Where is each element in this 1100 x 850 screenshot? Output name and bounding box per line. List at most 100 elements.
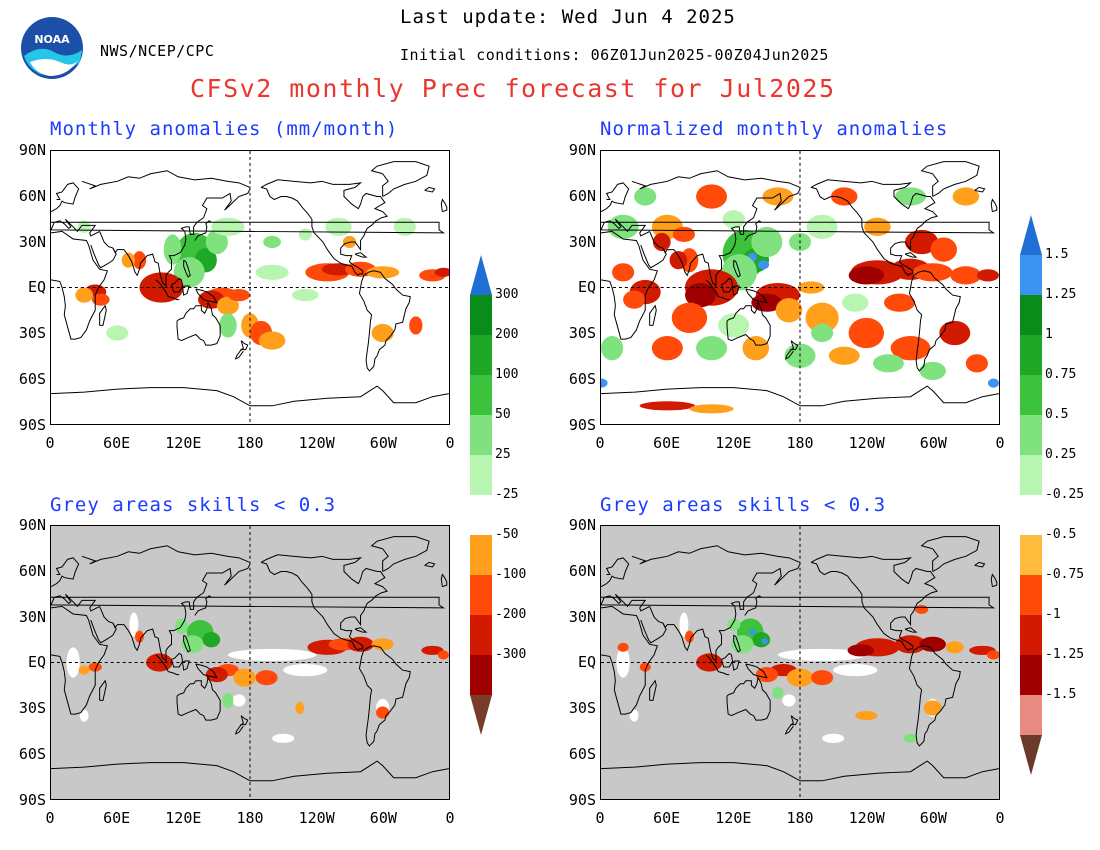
lon-label: 180	[786, 809, 814, 827]
precip-anomaly-area	[772, 686, 784, 699]
colorbar-label: -0.25	[1045, 487, 1085, 502]
precip-anomaly-area	[828, 346, 860, 365]
lon-label: 60E	[103, 434, 131, 452]
precip-anomaly-area	[409, 316, 423, 335]
skillful-area	[782, 694, 796, 707]
coastline	[908, 645, 961, 747]
precip-anomaly-area	[689, 404, 734, 414]
coastline	[732, 285, 740, 296]
colorbar-label: -1	[1045, 607, 1061, 622]
coastline	[601, 760, 999, 782]
precip-anomaly-area	[811, 323, 834, 343]
precip-anomaly-area	[163, 234, 182, 265]
coastline	[99, 188, 251, 288]
colorbar-swatch	[1020, 455, 1042, 495]
lat-label: 60N	[568, 186, 596, 205]
lat-label: 60S	[568, 370, 596, 388]
lon-label: 60W	[919, 809, 947, 827]
lon-label: 120W	[848, 434, 885, 452]
coastline	[705, 279, 730, 301]
lat-label: 90S	[568, 790, 596, 809]
coastline	[194, 595, 212, 616]
coastline	[726, 301, 771, 346]
coastline	[640, 244, 667, 269]
precip-anomaly-area	[91, 293, 110, 306]
coastline	[354, 252, 368, 258]
coastline	[370, 161, 430, 197]
lat-label: 30N	[568, 607, 596, 626]
colorbar-swatch	[1020, 575, 1042, 615]
lon-label: 120W	[848, 809, 885, 827]
map-normalized	[600, 150, 1000, 425]
agency-label: NWS/NCEP/CPC	[100, 42, 215, 60]
lat-label: 90N	[568, 141, 596, 159]
colorbar-label: -0.5	[1045, 527, 1077, 542]
coastline	[904, 627, 918, 633]
colorbar-label: -1.5	[1045, 687, 1077, 702]
precip-anomaly-area	[78, 665, 90, 675]
coastline	[784, 724, 794, 735]
coastline	[601, 218, 996, 237]
lat-label: 90N	[18, 141, 46, 159]
coastline	[239, 340, 249, 351]
coastline	[51, 605, 109, 715]
coastline	[182, 660, 190, 671]
colorbar-swatch	[1020, 535, 1042, 575]
coastline	[155, 279, 180, 301]
precip-anomaly-area	[872, 354, 904, 373]
map-canvas	[601, 526, 999, 799]
precip-anomaly-area	[864, 217, 891, 236]
precip-anomaly-area	[855, 711, 878, 721]
colorbar-arrow-top	[470, 255, 492, 295]
precip-anomaly-area	[912, 263, 953, 282]
coastline	[601, 230, 659, 340]
coastline	[51, 182, 80, 213]
skillful-area	[822, 733, 845, 743]
lon-label: 0	[995, 809, 1005, 827]
coastline	[784, 349, 794, 360]
lat-label: 60N	[18, 561, 46, 580]
coastline	[810, 179, 939, 277]
coastline	[705, 654, 730, 676]
colorbar-label: 100	[495, 367, 519, 382]
precip-anomaly-area	[986, 650, 999, 660]
coastline	[183, 259, 191, 278]
precip-anomaly-area	[757, 260, 770, 270]
lon-label: 120E	[715, 434, 752, 452]
page-title: CFSv2 monthly Prec forecast for Jul2025	[190, 74, 836, 103]
skillful-area	[232, 694, 246, 707]
coastline	[649, 563, 801, 663]
coastline	[789, 340, 799, 351]
coastline	[99, 563, 251, 663]
colorbar-arrow-bottom	[470, 695, 492, 735]
precip-anomaly-area	[672, 226, 695, 242]
precip-anomaly-area	[366, 266, 400, 279]
lat-label: 30N	[568, 232, 596, 251]
coastline	[601, 182, 630, 213]
precip-anomaly-area	[639, 401, 695, 411]
precip-anomaly-area	[601, 378, 608, 388]
colorbar-swatch	[1020, 335, 1042, 375]
precip-anomaly-area	[752, 632, 771, 648]
colorbar-swatches	[470, 255, 492, 735]
precip-anomaly-area	[227, 289, 250, 302]
precip-anomaly-area	[930, 237, 957, 262]
precip-anomaly-area	[233, 668, 256, 687]
lat-label: 30S	[568, 699, 596, 718]
colorbar-label: 0.75	[1045, 367, 1077, 382]
precip-anomaly-area	[295, 701, 305, 715]
precip-anomaly-area	[393, 217, 416, 236]
coastline	[990, 198, 998, 213]
colorbar-swatch	[1020, 375, 1042, 415]
lat-label: 60N	[568, 561, 596, 580]
coastline	[908, 270, 961, 372]
map-anomalies	[50, 150, 450, 425]
coastline	[631, 170, 801, 190]
precip-anomaly-area	[685, 630, 694, 643]
precip-anomaly-area	[762, 187, 794, 206]
lat-label: 90N	[568, 516, 596, 534]
precip-anomaly-area	[634, 187, 657, 206]
colorbar-swatch	[470, 655, 492, 695]
coastline	[51, 557, 80, 588]
lat-label: EQ	[27, 653, 46, 672]
